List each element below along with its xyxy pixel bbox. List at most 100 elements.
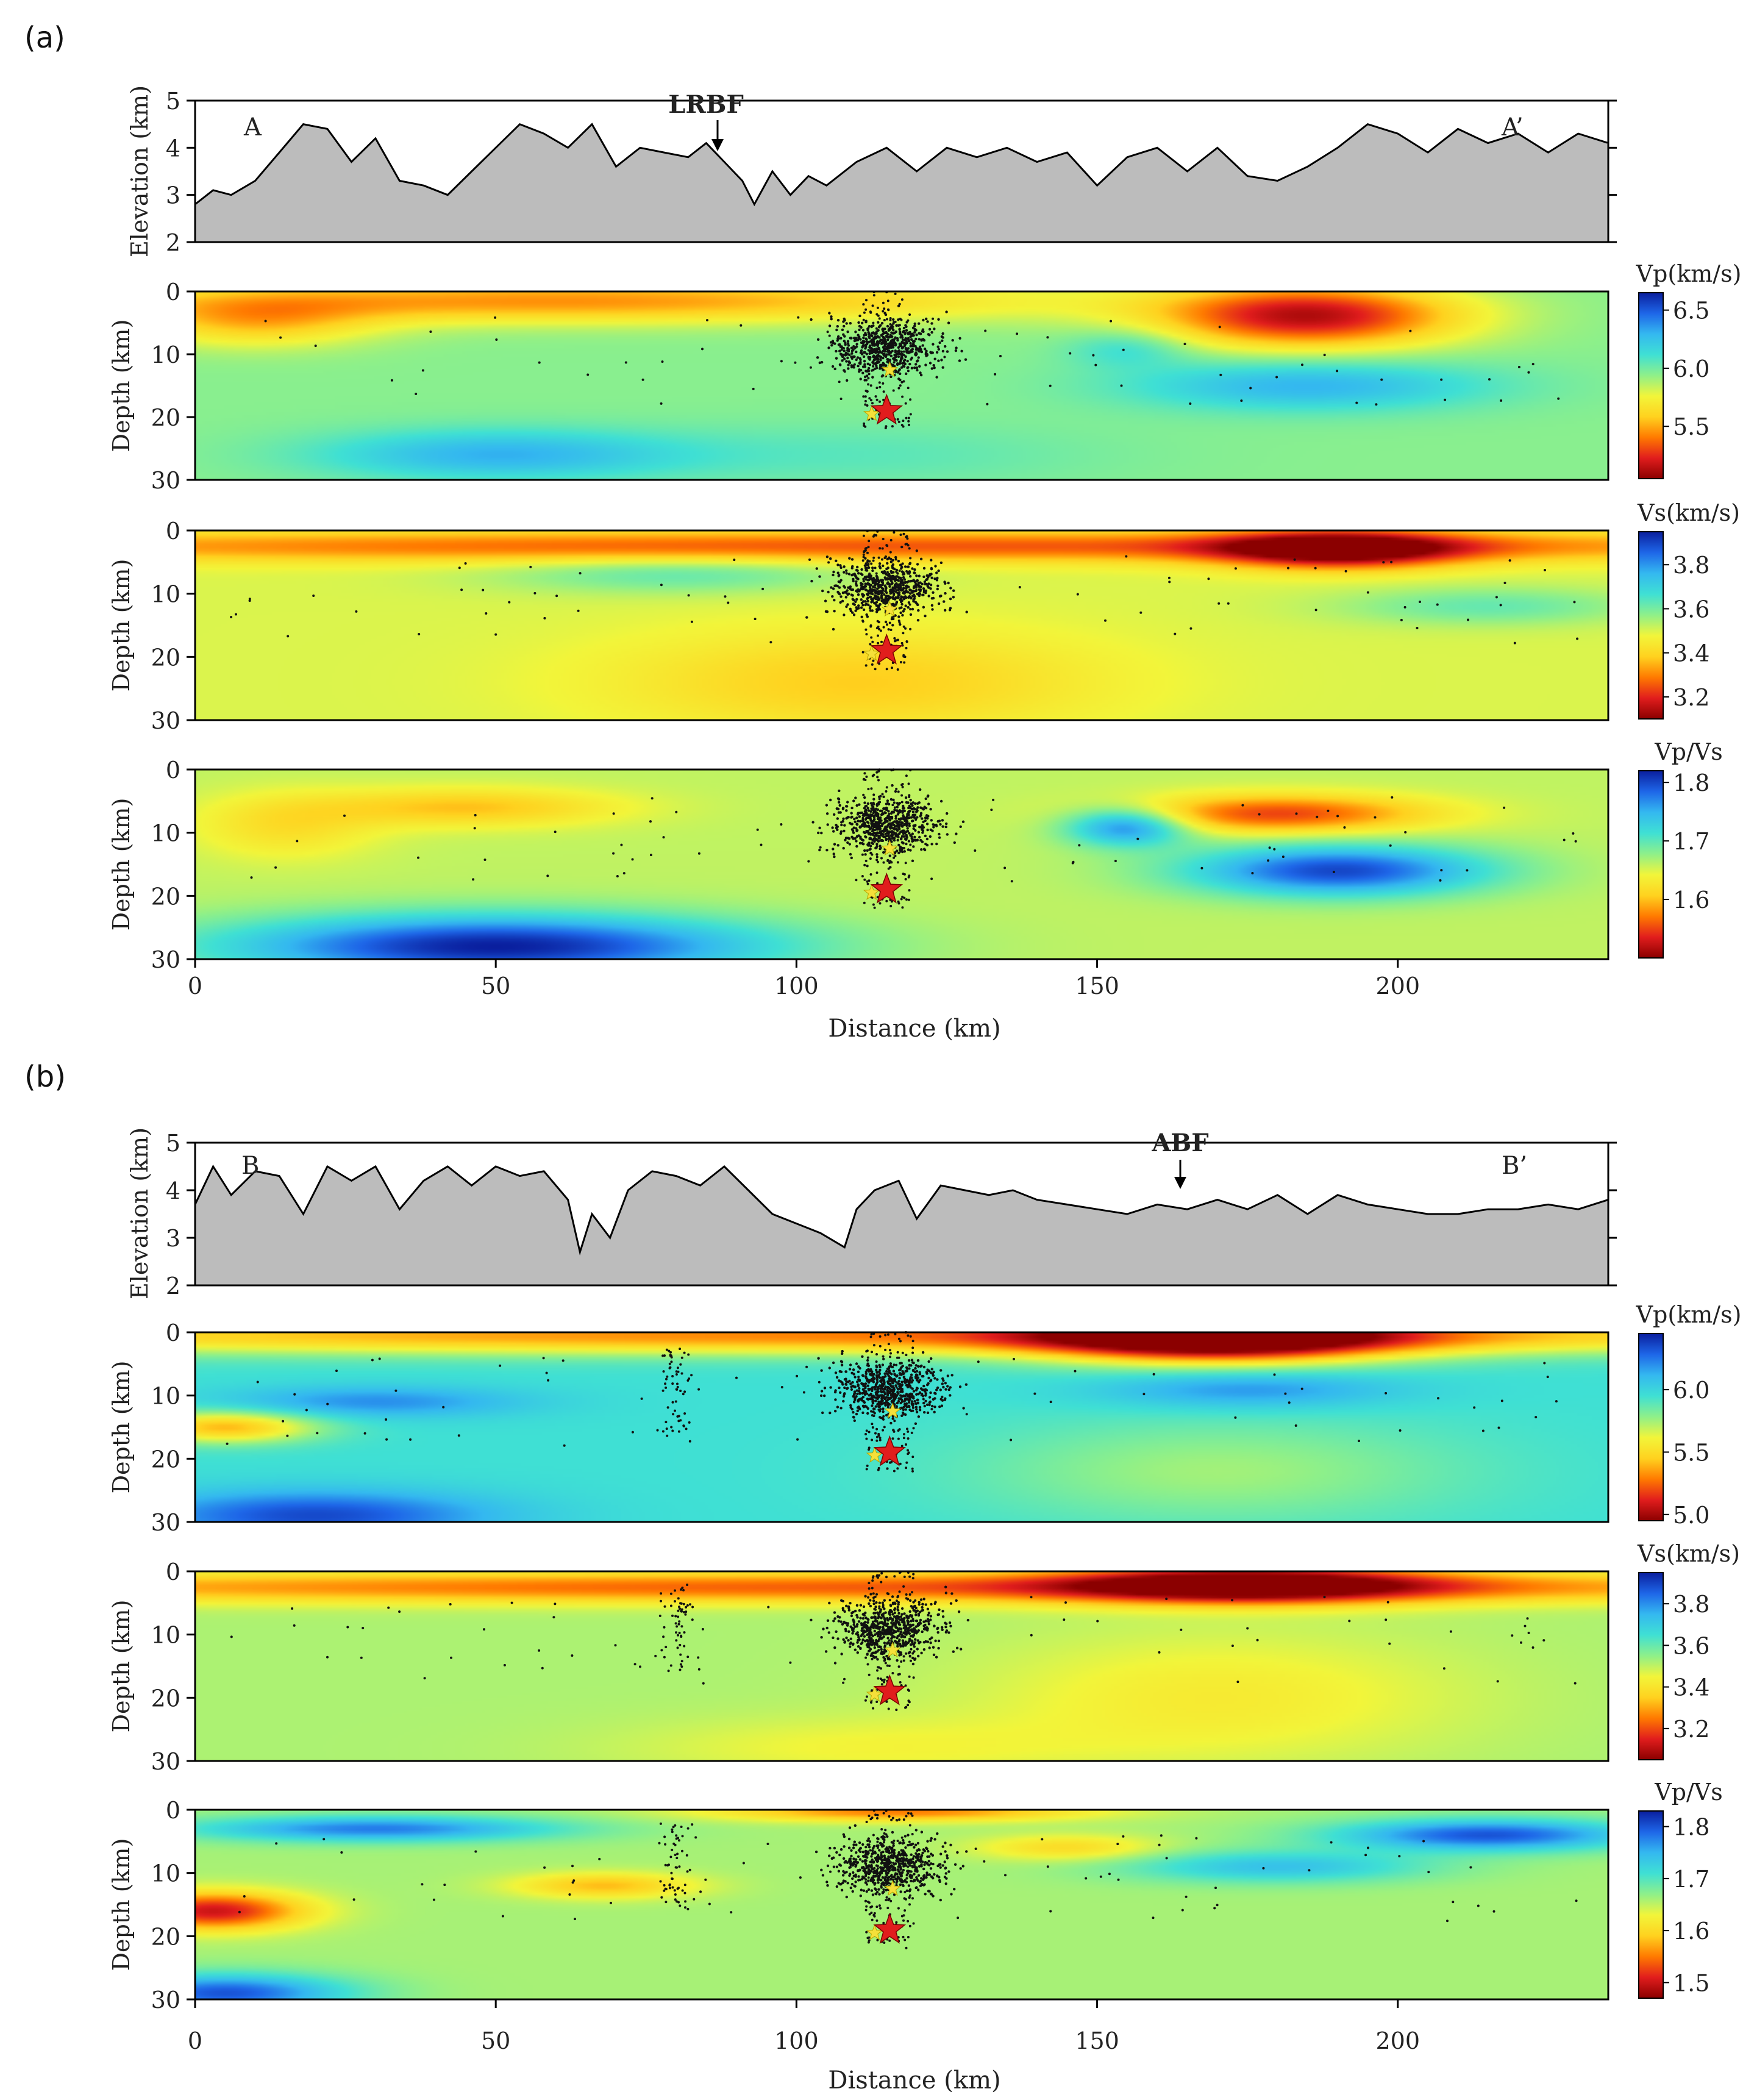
event-dot (483, 1628, 485, 1631)
event-dot (807, 860, 810, 863)
event-dot (894, 292, 897, 295)
event-dot (829, 557, 832, 560)
event-dot (868, 1582, 871, 1585)
event-dot (936, 576, 939, 580)
event-dot (904, 1404, 907, 1407)
event-dot (911, 1346, 914, 1349)
event-dot (907, 571, 910, 574)
event-dot (877, 329, 880, 332)
event-dot (879, 363, 882, 366)
event-dot (697, 1388, 700, 1391)
event-dot (908, 1637, 911, 1641)
event-dot (857, 1620, 861, 1623)
event-dot (911, 1577, 914, 1580)
event-dot (862, 577, 865, 580)
event-dot (250, 876, 253, 879)
event-dot (883, 821, 886, 824)
event-dot (907, 337, 910, 340)
event-dot (904, 565, 907, 568)
event-dot (946, 350, 949, 353)
event-dot (669, 1604, 672, 1607)
event-dot (915, 810, 918, 813)
event-dot (864, 344, 867, 347)
event-dot (829, 1386, 832, 1389)
event-dot (908, 824, 911, 827)
event-dot (886, 623, 888, 626)
event-dot (895, 1381, 898, 1384)
event-dot (852, 1627, 855, 1630)
event-dot (886, 1402, 889, 1405)
event-dot (907, 1404, 910, 1407)
event-dot (926, 1411, 930, 1415)
event-dot (909, 1643, 913, 1646)
event-dot (935, 351, 939, 354)
event-dot (898, 1428, 901, 1431)
event-dot (932, 317, 935, 320)
event-dot (883, 1392, 886, 1396)
event-dot (918, 332, 921, 335)
event-dot (893, 1601, 896, 1604)
elevation-tick-label: 3 (166, 182, 180, 209)
event-dot (943, 1398, 947, 1401)
event-dot (614, 1644, 617, 1647)
event-dot (882, 330, 885, 333)
event-dot (930, 330, 933, 334)
event-dot (878, 1666, 881, 1669)
event-dot (896, 1629, 899, 1632)
event-dot (843, 571, 846, 574)
velocity-heatmap (195, 1571, 1608, 1761)
event-dot (911, 1467, 914, 1470)
event-dot (927, 333, 930, 336)
event-dot (864, 425, 867, 428)
event-dot (936, 1378, 939, 1381)
event-dot (571, 1654, 574, 1657)
event-dot (545, 1371, 548, 1374)
event-dot (913, 568, 916, 571)
event-dot (867, 1368, 870, 1371)
event-dot (859, 377, 862, 380)
event-dot (897, 1399, 900, 1403)
event-dot (871, 1893, 875, 1896)
event-dot (911, 607, 914, 611)
event-dot (850, 566, 854, 570)
event-dot (877, 801, 880, 804)
event-dot (880, 1580, 883, 1584)
event-dot (893, 1378, 897, 1382)
event-dot (884, 364, 888, 367)
event-dot (897, 560, 900, 563)
event-dot (780, 823, 783, 826)
event-dot (939, 1852, 943, 1855)
event-dot (902, 846, 906, 850)
event-dot (902, 1372, 905, 1376)
event-dot (893, 823, 896, 827)
event-dot (927, 1376, 930, 1380)
event-dot (919, 788, 922, 791)
event-dot (810, 1618, 813, 1621)
colorbar-tick-label: 3.8 (1673, 552, 1709, 579)
event-dot (907, 1843, 910, 1847)
event-dot (849, 322, 852, 325)
event-dot (691, 1618, 694, 1621)
event-dot (873, 580, 876, 583)
event-dot (901, 1621, 904, 1624)
event-dot (927, 815, 930, 818)
event-dot (896, 418, 899, 421)
event-dot (909, 413, 912, 416)
event-dot (880, 1683, 883, 1686)
event-dot (878, 381, 881, 384)
event-dot (921, 831, 924, 834)
event-dot (264, 320, 267, 323)
event-dot (904, 1846, 907, 1849)
event-dot (450, 1656, 452, 1659)
event-dot (825, 812, 829, 815)
event-dot (906, 1632, 909, 1634)
event-dot (1497, 1426, 1500, 1429)
event-dot (880, 1621, 883, 1624)
event-dot (880, 640, 883, 643)
event-dot (904, 585, 907, 588)
event-dot (880, 840, 883, 842)
event-dot (897, 349, 900, 352)
event-dot (871, 1404, 874, 1407)
event-dot (893, 856, 896, 859)
event-dot (907, 1334, 910, 1337)
